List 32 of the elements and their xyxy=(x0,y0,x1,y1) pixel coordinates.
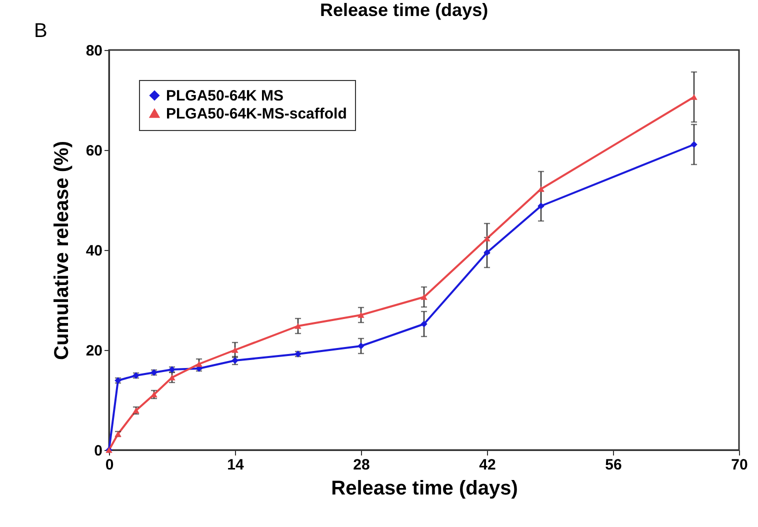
point xyxy=(538,186,544,192)
point xyxy=(196,361,202,367)
x-axis-title: Release time (days) xyxy=(331,478,518,500)
x-tick-label: 14 xyxy=(227,456,244,474)
y-tick-label: 80 xyxy=(86,42,102,60)
point xyxy=(168,374,176,380)
y-axis-title: Cumulative release (%) xyxy=(50,141,73,360)
point xyxy=(294,323,302,329)
point xyxy=(690,141,698,148)
x-tick-label: 70 xyxy=(731,456,748,474)
legend-label: PLGA50-64K MS xyxy=(166,88,284,104)
point xyxy=(358,342,364,350)
point xyxy=(420,294,428,300)
point xyxy=(690,94,698,100)
point xyxy=(150,392,158,398)
y-tick-label: 40 xyxy=(86,242,102,260)
text: Release time (days) xyxy=(320,0,488,20)
x-tick-label: 28 xyxy=(353,456,370,474)
point xyxy=(538,202,544,210)
point xyxy=(484,249,490,256)
y-tick-label: 20 xyxy=(86,342,102,360)
point xyxy=(484,236,490,242)
point xyxy=(420,320,428,328)
text: B xyxy=(34,20,48,43)
x-tick-label: 0 xyxy=(105,456,114,474)
y-tick-label: 0 xyxy=(94,442,102,460)
y-tick-label: 60 xyxy=(86,142,102,160)
legend-label: PLGA50-64K-MS-scaffold xyxy=(166,106,347,122)
x-tick-label: 56 xyxy=(605,456,622,474)
x-tick-label: 42 xyxy=(479,456,496,474)
point xyxy=(232,347,238,353)
point xyxy=(358,312,364,318)
